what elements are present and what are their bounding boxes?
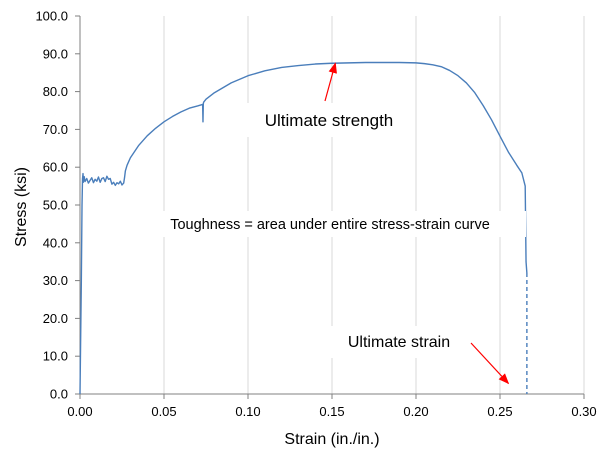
y-tick-label: 0.0: [50, 387, 68, 402]
x-tick-label: 0.30: [571, 404, 596, 419]
ultimate-strain-label: Ultimate strain: [348, 334, 450, 351]
x-tick-label: 0.10: [235, 404, 260, 419]
grid-layer: [163, 16, 585, 394]
x-tick-label: 0.15: [319, 404, 344, 419]
y-axis-title: Stress (ksi): [13, 167, 30, 247]
ultimate-strength-arrow: [324, 62, 337, 102]
tick-layer: 0.00 0.05 0.10 0.15 0.20 0.25 0.30 0.0 10.0 20.0 3…: [35, 9, 596, 420]
series-layer: [79, 61, 528, 395]
y-tick-label: 20.0: [43, 311, 68, 326]
x-tick-label: 0.20: [403, 404, 428, 419]
y-tick-label: 50.0: [43, 198, 68, 213]
x-tick-label: 0.05: [151, 404, 176, 419]
ultimate-strain-arrow: [470, 342, 510, 385]
y-tick-label: 70.0: [43, 122, 68, 137]
x-tick-label: 0.00: [67, 404, 92, 419]
toughness-label: Toughness = area under entire stress-str…: [170, 217, 490, 233]
y-tick-label: 100.0: [35, 9, 68, 24]
y-tick-label: 60.0: [43, 160, 68, 175]
stress-strain-curve: [79, 61, 528, 395]
y-tick-label: 30.0: [43, 273, 68, 288]
annotation-layer: Ultimate strength Toughness = area under…: [134, 62, 526, 385]
y-tick-label: 40.0: [43, 235, 68, 250]
x-axis-title: Strain (in./in.): [284, 431, 379, 448]
ultimate-strain-label-bg: [330, 326, 468, 358]
ultimate-strength-label: Ultimate strength: [265, 111, 394, 130]
y-tick-label: 80.0: [43, 84, 68, 99]
y-tick-label: 10.0: [43, 349, 68, 364]
toughness-label-bg: [134, 211, 526, 237]
y-tick-label: 90.0: [43, 46, 68, 61]
ultimate-strength-label-bg: [247, 103, 412, 137]
x-tick-label: 0.25: [487, 404, 512, 419]
